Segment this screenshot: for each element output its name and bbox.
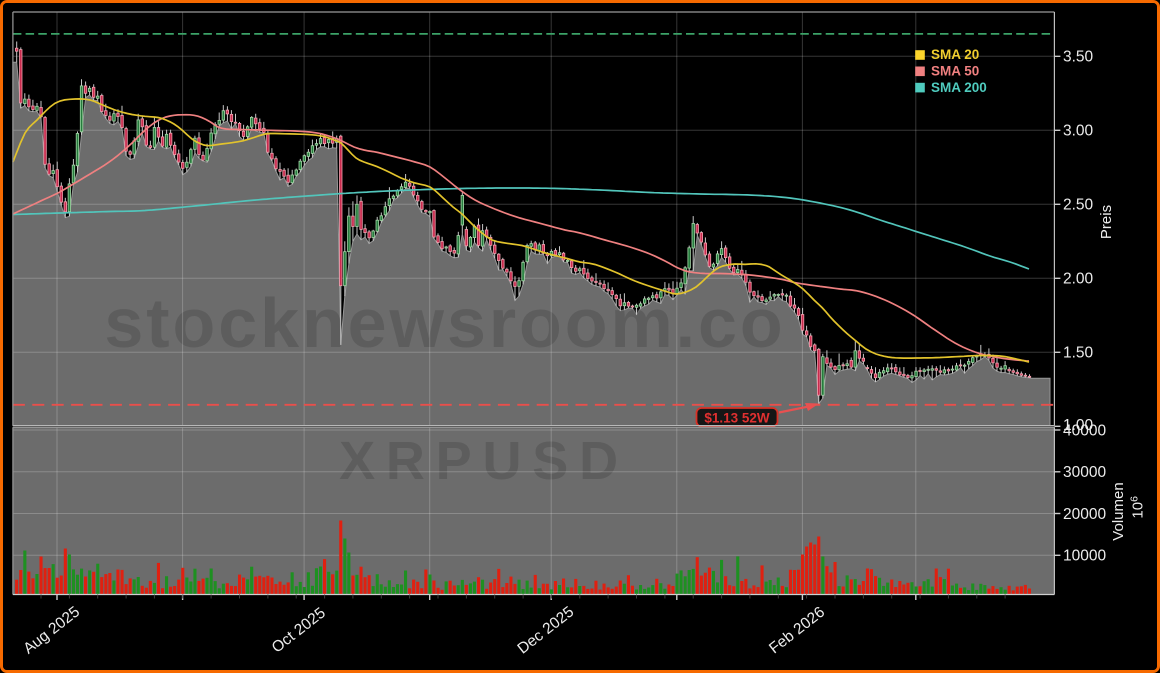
svg-text:SMA 50: SMA 50 [931, 64, 979, 79]
svg-text:30000: 30000 [1063, 464, 1106, 481]
svg-text:3.50: 3.50 [1063, 49, 1094, 66]
svg-text:$1.13 52W: $1.13 52W [704, 410, 770, 425]
svg-text:SMA 20: SMA 20 [931, 47, 979, 62]
svg-text:2.00: 2.00 [1063, 271, 1094, 288]
svg-text:Volumen: Volumen [1110, 482, 1127, 540]
svg-text:10000: 10000 [1063, 548, 1106, 565]
svg-text:40000: 40000 [1063, 422, 1106, 439]
svg-text:XRPUSD: XRPUSD [339, 431, 629, 491]
svg-text:1.00: 1.00 [1063, 417, 1094, 434]
svg-text:SMA 200: SMA 200 [931, 80, 987, 95]
svg-text:stocknewsroom.co: stocknewsroom.co [104, 284, 785, 362]
svg-text:20000: 20000 [1063, 506, 1106, 523]
svg-text:1.50: 1.50 [1063, 345, 1094, 362]
svg-text:2.50: 2.50 [1063, 197, 1094, 214]
svg-text:3.00: 3.00 [1063, 123, 1094, 140]
svg-text:Preis: Preis [1098, 205, 1115, 239]
